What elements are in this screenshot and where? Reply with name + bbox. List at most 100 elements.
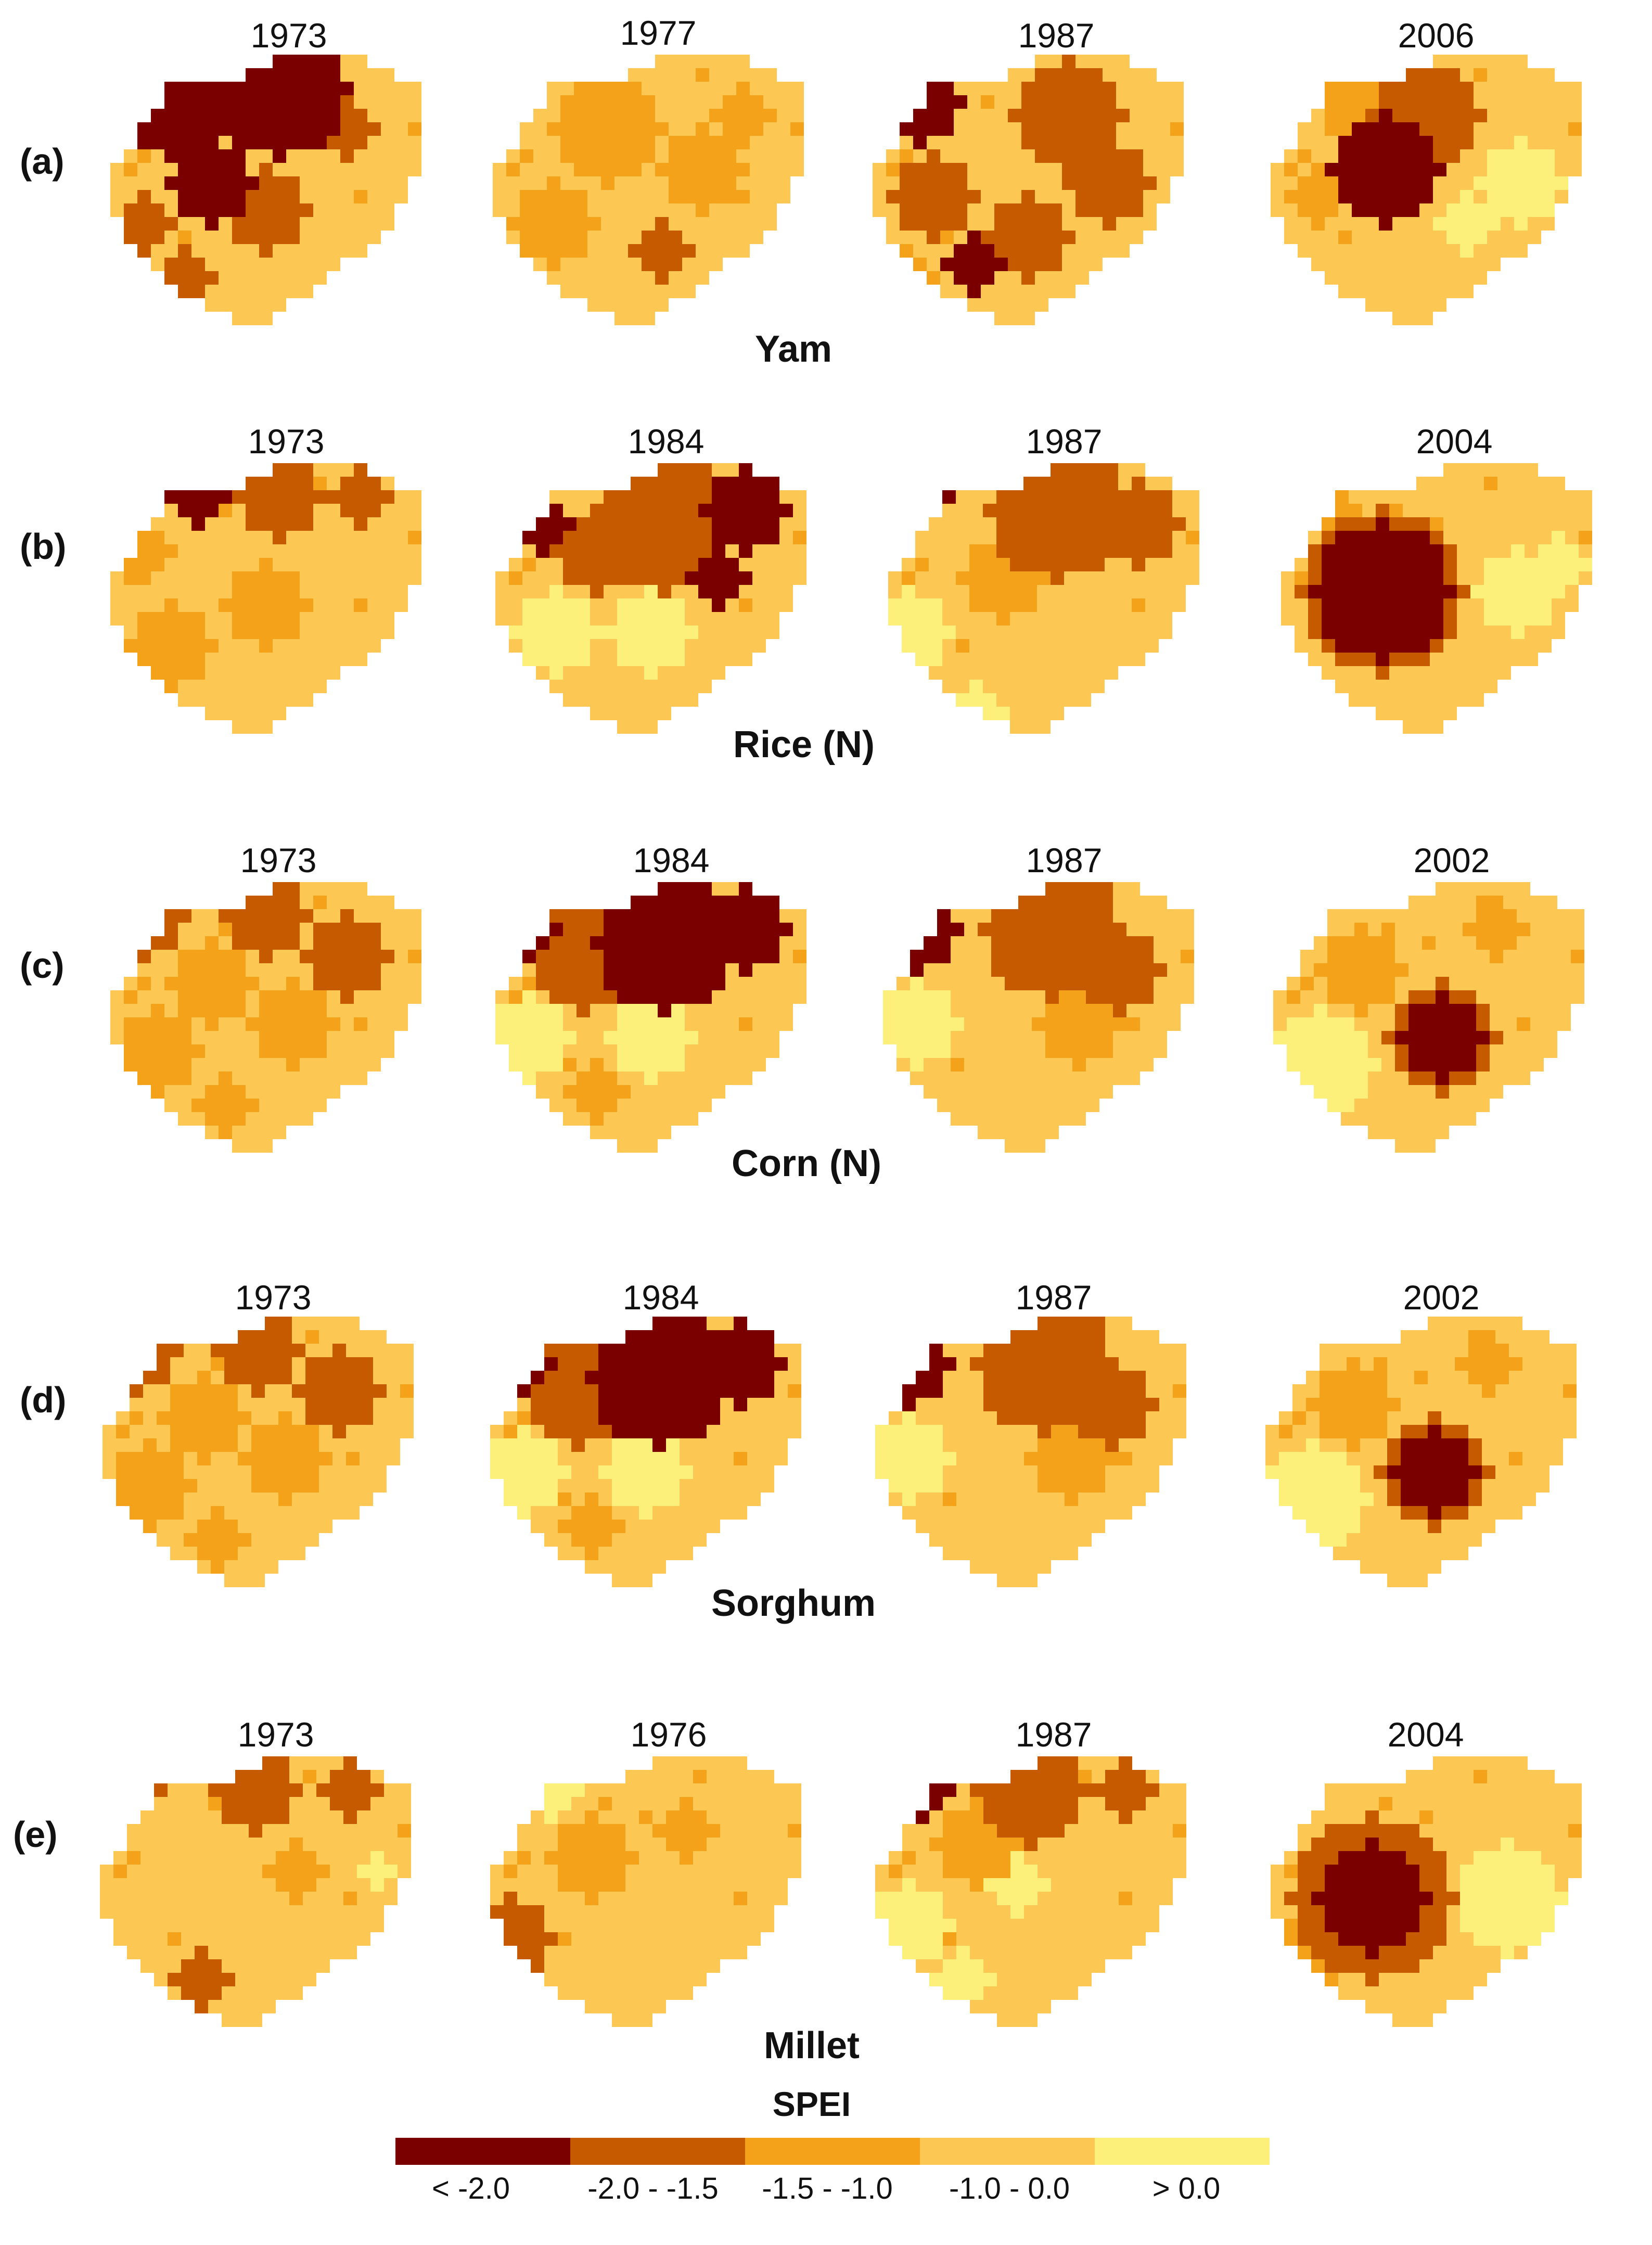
raster-cell	[300, 122, 313, 136]
raster-cell	[1146, 1438, 1159, 1452]
raster-cell	[725, 544, 739, 558]
raster-cell	[332, 1465, 346, 1479]
raster-cell	[983, 626, 996, 639]
raster-cell	[151, 109, 164, 122]
raster-cell	[1051, 1547, 1065, 1560]
raster-cell	[544, 1398, 558, 1411]
raster-cell	[954, 190, 967, 203]
raster-cell	[1341, 1085, 1354, 1099]
raster-cell	[1463, 1017, 1476, 1031]
raster-cell	[1579, 517, 1592, 531]
raster-cell	[889, 1411, 902, 1425]
raster-cell	[617, 909, 631, 923]
raster-cell	[1555, 82, 1568, 95]
raster-cell	[671, 558, 685, 571]
raster-cell	[1038, 1384, 1051, 1398]
raster-cell	[273, 585, 286, 598]
raster-cell	[1126, 1044, 1140, 1058]
spei-map-a-3	[846, 55, 1197, 325]
raster-cell	[910, 977, 924, 990]
raster-cell	[1037, 490, 1051, 504]
raster-cell	[1051, 1479, 1065, 1493]
raster-cell	[916, 1465, 929, 1479]
raster-cell	[1159, 1371, 1173, 1384]
raster-cell	[387, 1371, 400, 1384]
raster-cell	[766, 977, 779, 990]
raster-cell	[1035, 298, 1048, 312]
raster-cell	[712, 950, 725, 963]
raster-cell	[574, 285, 587, 298]
raster-cell	[1089, 55, 1103, 68]
raster-cell	[940, 190, 954, 203]
raster-cell	[1064, 693, 1078, 707]
raster-cell	[1157, 149, 1170, 163]
raster-cell	[671, 882, 685, 896]
raster-cell	[1470, 693, 1484, 707]
raster-cell	[1298, 203, 1311, 217]
raster-cell	[1544, 1004, 1557, 1017]
raster-cell	[604, 531, 617, 544]
raster-cell	[340, 244, 354, 258]
raster-cell	[232, 490, 246, 504]
raster-cell	[644, 896, 658, 909]
raster-cell	[1078, 693, 1091, 707]
raster-cell	[354, 490, 367, 504]
raster-cell	[520, 176, 533, 190]
raster-cell	[693, 1506, 707, 1520]
raster-cell	[590, 909, 604, 923]
raster-cell	[1308, 544, 1322, 558]
raster-cell	[1023, 680, 1037, 693]
raster-cell	[1368, 1126, 1381, 1139]
raster-cell	[246, 1044, 259, 1058]
raster-cell	[631, 896, 644, 909]
raster-cell	[1078, 1438, 1092, 1452]
raster-cell	[286, 1099, 300, 1112]
raster-cell	[1430, 612, 1443, 626]
raster-cell	[1511, 531, 1525, 544]
raster-cell	[1132, 571, 1145, 585]
raster-cell	[110, 571, 124, 585]
raster-cell	[763, 136, 777, 149]
raster-cell	[1118, 463, 1132, 477]
raster-cell	[170, 1533, 184, 1547]
raster-cell	[563, 1085, 577, 1099]
raster-cell	[1172, 598, 1186, 612]
raster-cell	[983, 1371, 997, 1384]
raster-cell	[983, 1493, 997, 1506]
raster-cell	[300, 190, 313, 203]
raster-cell	[549, 1058, 563, 1072]
raster-cell	[1476, 1085, 1490, 1099]
raster-cell	[560, 176, 574, 190]
raster-cell	[1078, 666, 1091, 680]
raster-cell	[1457, 490, 1470, 504]
raster-cell	[601, 95, 614, 109]
raster-cell	[924, 963, 937, 977]
raster-cell	[671, 1017, 685, 1031]
raster-cell	[924, 1017, 937, 1031]
raster-cell	[739, 544, 752, 558]
raster-cell	[739, 1044, 752, 1058]
raster-cell	[1118, 477, 1132, 490]
raster-cell	[1484, 680, 1497, 693]
raster-cell	[685, 517, 698, 531]
raster-cell	[1075, 149, 1089, 163]
raster-cell	[533, 176, 547, 190]
raster-cell	[232, 531, 246, 544]
raster-cell	[1064, 544, 1078, 558]
raster-cell	[1552, 477, 1565, 490]
raster-cell	[1392, 285, 1406, 298]
raster-cell	[354, 1004, 367, 1017]
raster-cell	[712, 896, 725, 909]
raster-cell	[1487, 244, 1501, 258]
raster-cell	[956, 558, 969, 571]
raster-cell	[1484, 626, 1497, 639]
raster-cell	[522, 544, 536, 558]
raster-cell	[137, 571, 151, 585]
raster-cell	[531, 1371, 544, 1384]
raster-cell	[943, 1465, 956, 1479]
raster-cell	[574, 176, 587, 190]
raster-cell	[1103, 136, 1116, 149]
raster-cell	[164, 653, 178, 666]
raster-cell	[693, 1398, 707, 1411]
raster-cell	[1416, 653, 1430, 666]
